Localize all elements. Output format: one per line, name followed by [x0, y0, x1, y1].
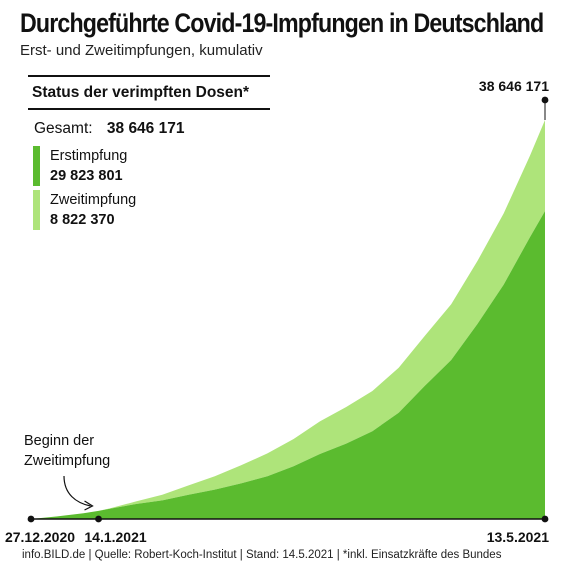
annotation-label: Beginn der: [24, 433, 94, 449]
total-label: Gesamt:: [34, 120, 93, 137]
annotation-label: Zweitimpfung: [24, 453, 110, 469]
legend-value-erstimpfung: 29 823 801: [50, 168, 123, 184]
legend-value-zweitimpfung: 8 822 370: [50, 212, 115, 228]
x-tick-dot: [95, 515, 102, 523]
chart-title: Durchgeführte Covid-19-Impfungen in Deut…: [20, 8, 544, 38]
area-chart: 27.12.2020 14.1.2021 13.5.2021 38 646 171 Be…: [5, 78, 549, 545]
legend-label-zweitimpfung: Zweitimpfung: [50, 192, 137, 208]
status-panel: Status der verimpften Dosen* Gesamt: 38 …: [28, 75, 270, 138]
legend-item-zweitimpfung: Zweitimpfung 8 822 370: [33, 190, 136, 230]
bottom-rule: [28, 108, 270, 110]
x-tick-dot: [541, 515, 549, 523]
top-rule: [28, 75, 270, 77]
total-row: Gesamt: 38 646 171: [28, 110, 270, 138]
footer-source: info.BILD.de | Quelle: Robert-Koch-Insti…: [22, 549, 502, 561]
end-value-label: 38 646 171: [479, 78, 549, 94]
legend-item-erstimpfung: Erstimpfung 29 823 801: [33, 146, 127, 186]
x-tick-dot: [27, 515, 35, 523]
status-heading: Status der verimpften Dosen*: [32, 84, 250, 101]
annotation-arrow: [63, 475, 91, 507]
area-zweitimpfung: [31, 120, 545, 519]
legend-swatch-zweitimpfung: [33, 190, 40, 230]
annotation-arrowhead: [84, 500, 94, 511]
legend-swatch-erstimpfung: [33, 146, 40, 186]
total-value: 38 646 171: [106, 120, 185, 137]
area-erstimpfung: [31, 211, 545, 519]
chart-subtitle: Erst- und Zweitimpfungen, kumulativ: [20, 42, 263, 59]
x-tick-label: 14.1.2021: [84, 529, 146, 545]
x-tick-label: 13.5.2021: [487, 529, 549, 545]
legend-label-erstimpfung: Erstimpfung: [50, 148, 128, 164]
x-tick-label: 27.12.2020: [5, 529, 75, 545]
